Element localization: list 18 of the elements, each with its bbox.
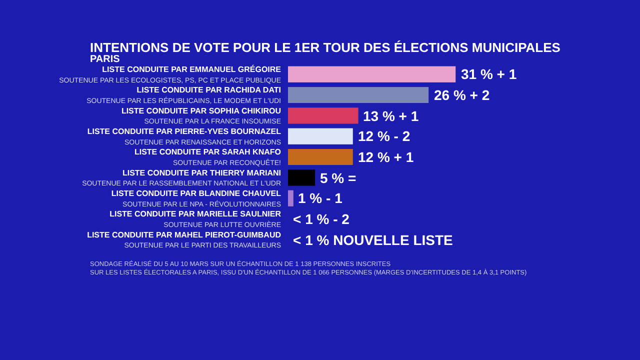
data-label: 12 % + 1 <box>358 149 414 165</box>
data-label: 12 % - 2 <box>358 128 410 144</box>
data-label: 26 % + 2 <box>434 87 490 103</box>
data-label: 31 % + 1 <box>461 66 517 82</box>
bar <box>288 170 316 186</box>
data-label: 1 % - 1 <box>298 190 343 206</box>
data-label: 5 % = <box>320 170 356 186</box>
bar <box>288 190 294 206</box>
bar <box>288 148 353 166</box>
chart-title: INTENTIONS DE VOTE POUR LE 1ER TOUR DES ÉLECTIONS MUNICIPALES <box>90 40 561 55</box>
data-label: 13 % + 1 <box>363 108 419 124</box>
bar <box>288 108 358 124</box>
bar <box>288 86 429 104</box>
text: < 1 % - 2 <box>293 211 350 227</box>
text: PARIS <box>90 54 120 65</box>
bar <box>288 66 456 82</box>
text: < 1 % NOUVELLE LISTE <box>293 232 453 248</box>
bar <box>288 128 353 144</box>
